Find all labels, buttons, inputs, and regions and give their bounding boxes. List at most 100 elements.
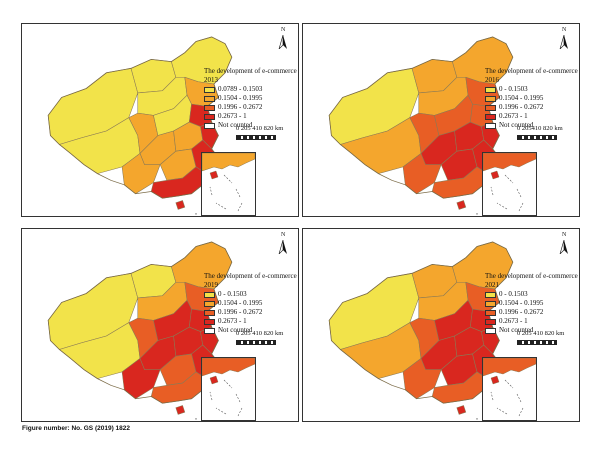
legend-row-1: 0 - 0.1503 [204, 290, 298, 299]
legend-swatch [204, 104, 215, 111]
legend-row-5: Not counted [485, 326, 579, 335]
inset-boundary-dashes [209, 379, 243, 417]
legend-row-3: 0.1996 - 0.2672 [204, 103, 298, 112]
legend-title: The development of e-commerce [204, 272, 297, 280]
legend-range: 0.1996 - 0.2672 [218, 103, 263, 111]
legend-year: 2016 [485, 76, 499, 84]
scale-bar-graphic [517, 135, 557, 140]
legend-year: 2019 [204, 281, 218, 289]
north-arrow: N [559, 27, 573, 50]
country-outline [47, 36, 233, 199]
legend: The development of e-commerce 2019 0 - 0… [204, 272, 298, 335]
legend-row-5: Not counted [204, 121, 298, 130]
country-outline [328, 241, 514, 404]
north-arrow-icon [559, 240, 568, 254]
scale-label: 0 205410 820 km [517, 125, 563, 132]
inset-coast [202, 153, 255, 172]
legend-swatch [204, 300, 215, 307]
legend-swatch [485, 309, 496, 316]
north-label: N [562, 232, 567, 238]
legend-swatch [204, 291, 215, 298]
map-regions [47, 36, 233, 215]
scale-bar-graphic [517, 340, 557, 345]
legend-range: Not counted [218, 326, 253, 334]
legend-swatch [485, 122, 496, 129]
island-dot [195, 418, 197, 420]
legend-swatch [485, 95, 496, 102]
north-label: N [281, 27, 286, 33]
legend-range: 0.1996 - 0.2672 [499, 308, 544, 316]
legend-range: 0.2673 - 1 [499, 317, 528, 325]
legend: The development of e-commerce 2016 0 - 0… [485, 67, 579, 130]
legend-range: 0.2673 - 1 [218, 317, 247, 325]
inset-hainan [490, 170, 500, 180]
legend-range: 0 - 0.1503 [218, 290, 247, 298]
province-region [175, 405, 186, 415]
legend-row-2: 0.1504 - 0.1995 [485, 94, 579, 103]
map-panel-2019: N The development of e-commerce 2019 0 -… [21, 228, 299, 422]
north-arrow: N [559, 232, 573, 255]
legend-row-5: Not counted [485, 121, 579, 130]
legend-title: The development of e-commerce [485, 67, 578, 75]
country-outline [47, 241, 233, 404]
legend-swatch [485, 86, 496, 93]
north-arrow-icon [278, 240, 287, 254]
figure-number-note: Figure number: No. GS (2019) 1822 [22, 425, 131, 432]
legend-range: 0.1504 - 0.1995 [499, 299, 544, 307]
legend-row-3: 0.1996 - 0.2672 [485, 103, 579, 112]
scale-bar: 0 205410 820 km [517, 125, 563, 140]
province-region [456, 200, 467, 210]
legend-title: The development of e-commerce [204, 67, 297, 75]
north-arrow: N [278, 27, 292, 50]
inset-coast [483, 153, 536, 172]
map-regions [328, 36, 514, 215]
map-panel-2021: N The development of e-commerce 2021 0 -… [302, 228, 580, 422]
inset-hainan [209, 170, 219, 180]
scale-label: 0 205 410 820 km [236, 125, 284, 132]
south-china-sea-inset [201, 357, 256, 421]
map-regions [47, 241, 233, 420]
legend: The development of e-commerce 2013 0.078… [204, 67, 298, 130]
map-panel-2013: N The development of e-commerce 2013 0.0… [21, 23, 299, 217]
scale-bar-graphic [236, 340, 276, 345]
north-label: N [281, 232, 286, 238]
legend-swatch [204, 113, 215, 120]
legend-swatch [204, 122, 215, 129]
north-arrow-icon [559, 35, 568, 49]
legend-range: 0.1996 - 0.2672 [499, 103, 544, 111]
legend-row-3: 0.1996 - 0.2672 [204, 308, 298, 317]
inset-coast [483, 358, 536, 377]
scale-bar: 0 205 410 820 km [236, 330, 283, 345]
china-map [328, 241, 514, 420]
legend-row-1: 0.0789 - 0.1503 [204, 85, 298, 94]
legend-range: Not counted [218, 121, 253, 129]
legend-row-2: 0.1504 - 0.1995 [204, 94, 298, 103]
north-arrow: N [278, 232, 292, 255]
legend-row-4: 0.2673 - 1 [485, 317, 579, 326]
legend-range: 0 - 0.1503 [499, 85, 528, 93]
scale-bar-graphic [236, 135, 276, 140]
south-china-sea-inset [482, 152, 537, 216]
legend-range: Not counted [499, 121, 534, 129]
scale-label: 0 205 410 820 km [517, 330, 565, 337]
inset-boundary-dashes [209, 174, 243, 212]
legend-range: 0 - 0.1503 [499, 290, 528, 298]
legend-row-4: 0.2673 - 1 [204, 112, 298, 121]
scale-bar: 0 205 410 820 km [517, 330, 565, 345]
scale-bar: 0 205 410 820 km [236, 125, 284, 140]
legend-year: 2021 [485, 281, 499, 289]
country-outline [328, 36, 514, 199]
legend-swatch [204, 318, 215, 325]
legend-row-5: Not counted [204, 326, 298, 335]
legend-range: 0.1996 - 0.2672 [218, 308, 263, 316]
province-region [456, 405, 467, 415]
south-china-sea-inset [482, 357, 537, 421]
north-arrow-icon [278, 35, 287, 49]
map-regions [328, 241, 514, 420]
south-china-sea-inset [201, 152, 256, 216]
legend-range: Not counted [499, 326, 534, 334]
legend-swatch [485, 327, 496, 334]
legend-year: 2013 [204, 76, 218, 84]
legend-swatch [204, 327, 215, 334]
north-label: N [562, 27, 567, 33]
